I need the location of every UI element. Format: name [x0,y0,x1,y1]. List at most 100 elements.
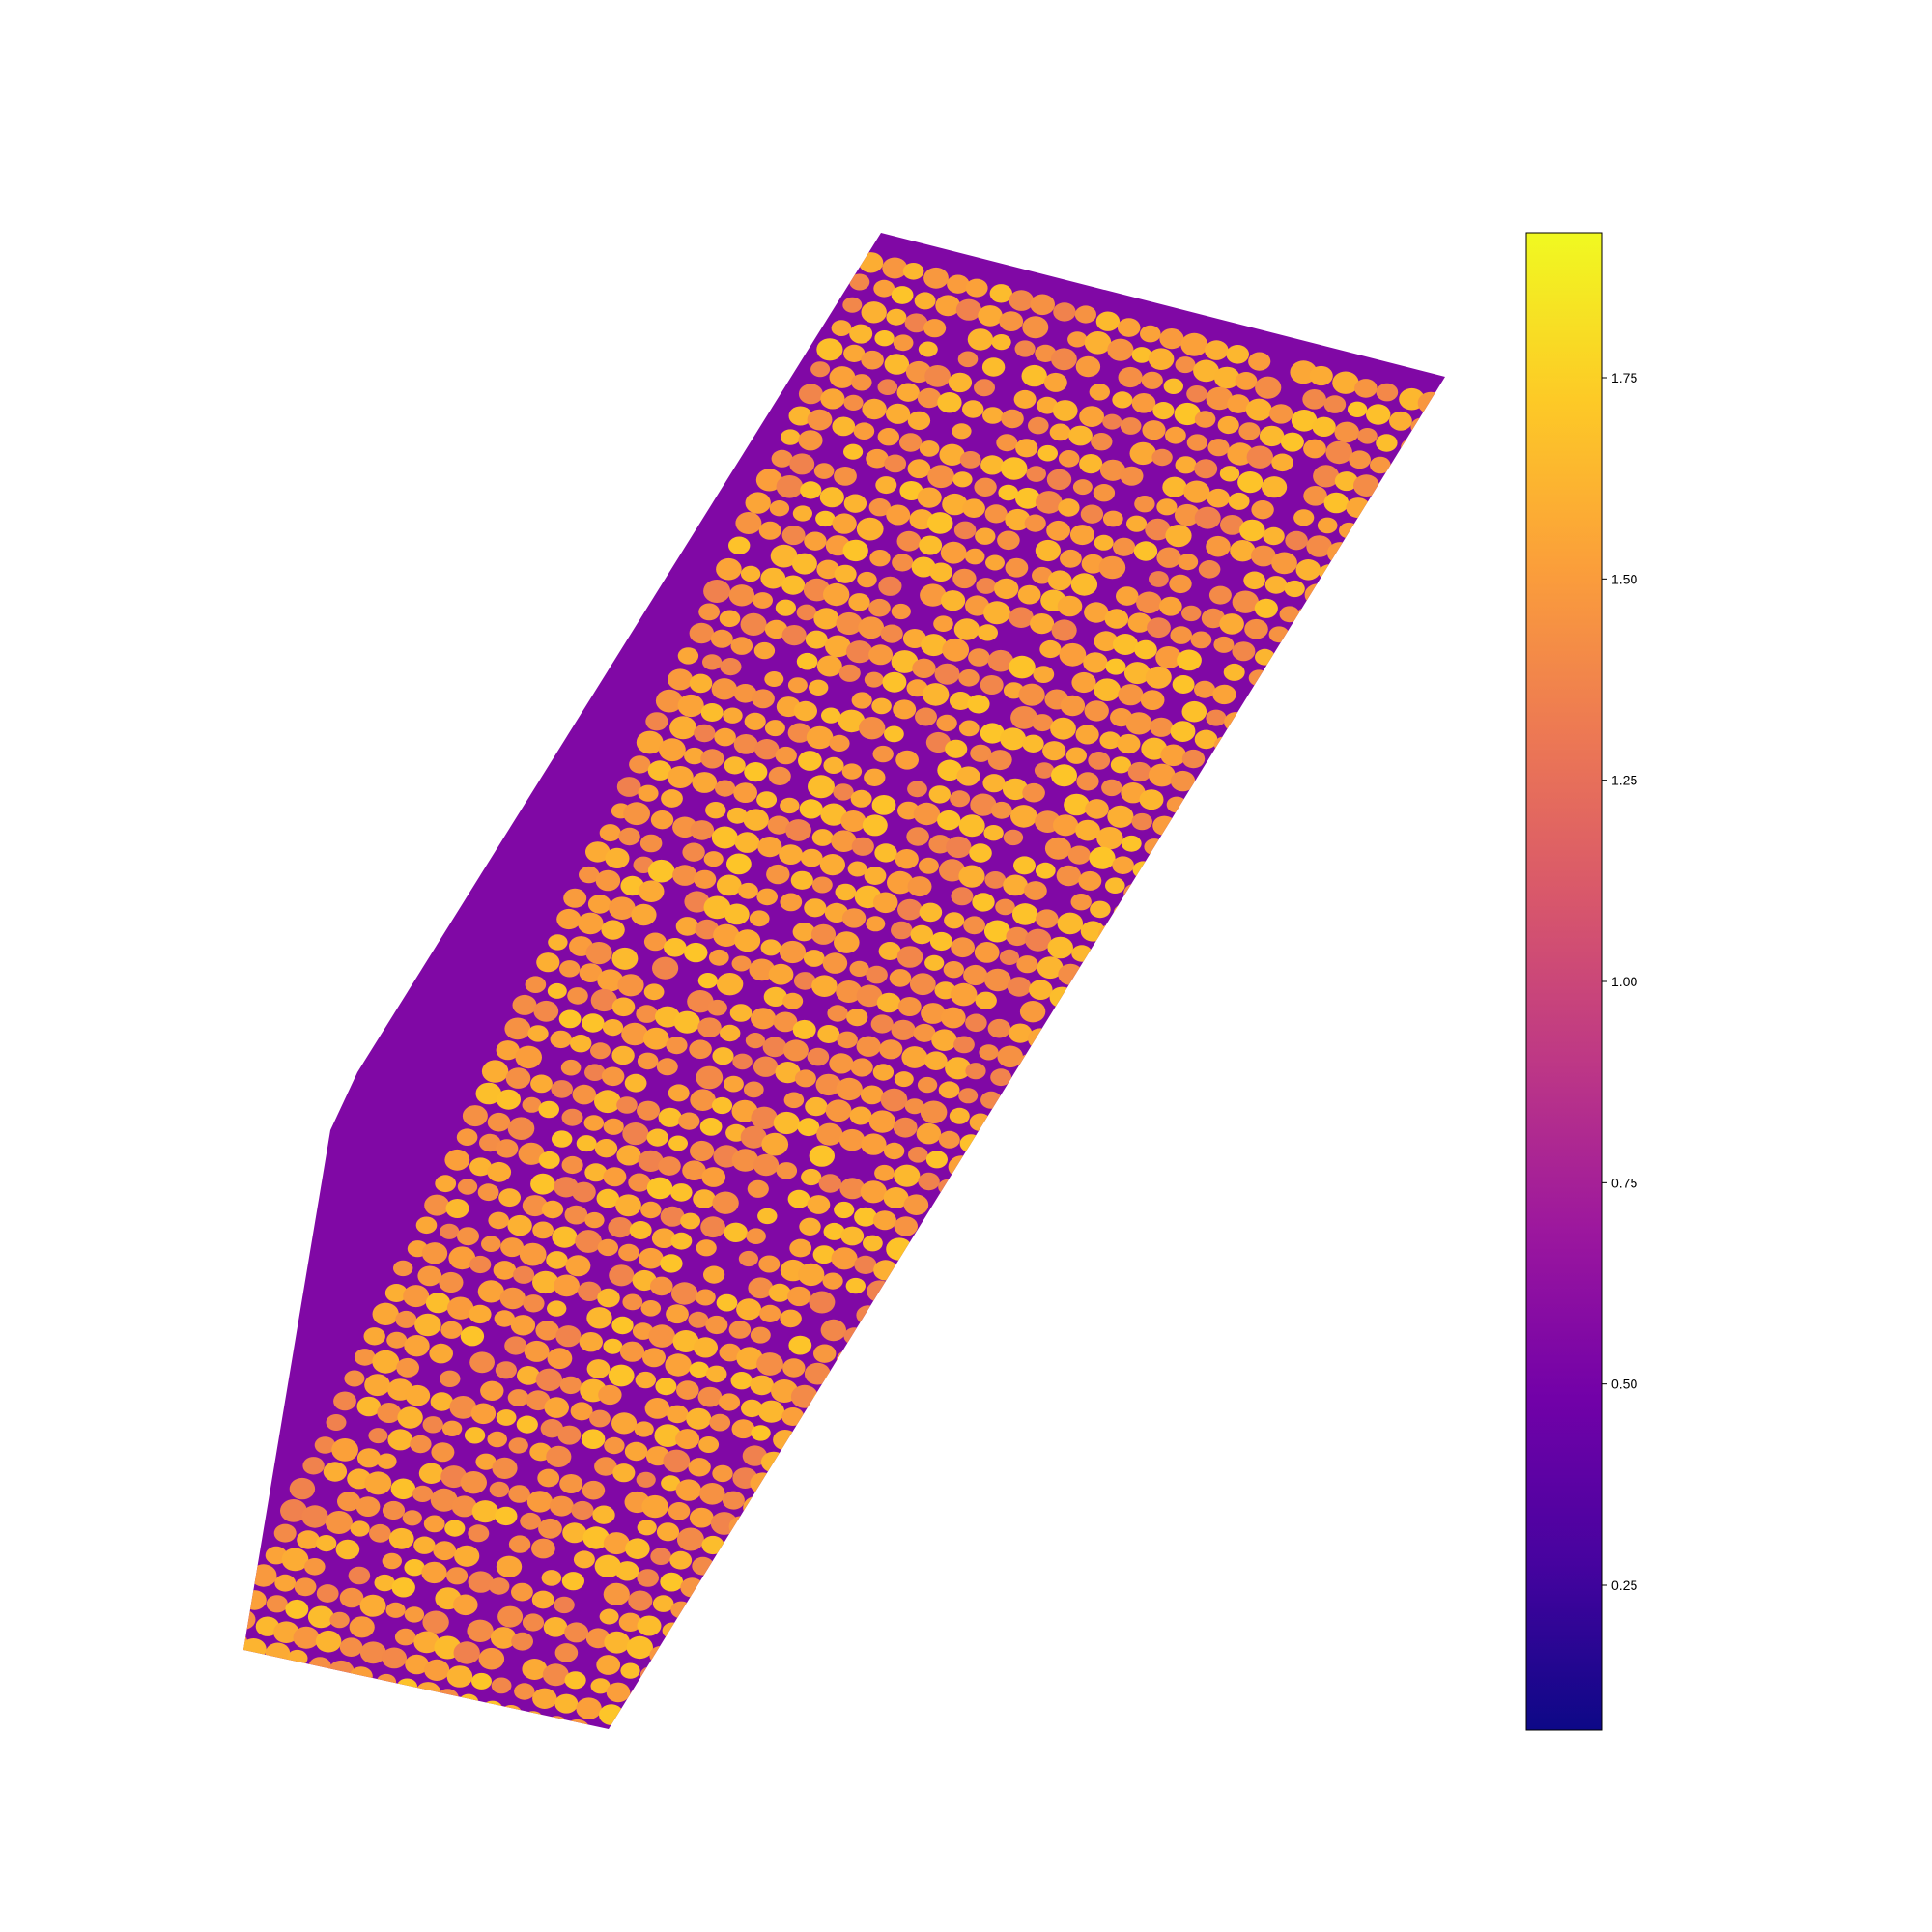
tree-crown [536,952,560,973]
tree-crown [638,784,659,802]
tree-crown [1064,793,1090,816]
tree-crown [751,1425,771,1441]
tree-crown [1084,331,1112,355]
tree-crown [952,1451,980,1475]
tree-crown [698,1436,720,1453]
tree-crown [823,582,850,607]
tree-crown [787,1555,810,1574]
tree-crown [1079,1190,1100,1208]
tree-crown [617,974,644,997]
tree-crown [496,1040,520,1061]
tree-crown [1089,949,1113,969]
tree-crown [832,416,856,437]
tree-crown [899,433,923,452]
tree-crown [396,1357,419,1378]
tree-crown [731,955,752,972]
tree-crown [829,1053,854,1074]
tree-crown [1291,410,1318,432]
tree-crown [650,1548,671,1565]
tree-crown [923,1517,948,1537]
tree-crown [760,567,786,589]
tree-crown [1025,928,1052,952]
tree-crown [585,841,611,863]
tree-crown [523,1711,544,1728]
tree-crown [913,1023,936,1042]
tree-crown [1295,559,1321,581]
tree-crown [1327,641,1353,663]
tree-crown [453,1594,478,1616]
tree-crown [776,1577,801,1599]
tree-crown [1339,620,1364,640]
tree-crown [836,1077,863,1101]
tree-crown [815,1073,841,1096]
tree-crown [974,379,995,397]
tree-crown [1071,671,1096,694]
tree-crown [728,584,755,607]
tree-crown [787,1286,811,1307]
tree-crown [994,578,1019,600]
tree-crown [849,1426,871,1444]
tree-crown [582,1526,610,1549]
tree-crown [1129,441,1156,466]
tree-crown [1248,352,1271,371]
tree-crown [660,1572,684,1592]
tree-crown [926,512,953,534]
tree-crown [796,604,817,621]
tree-crown [684,891,710,913]
tree-crown [1133,1008,1159,1031]
tree-crown [1280,704,1299,721]
tree-crown [1136,1057,1163,1081]
tree-crown [1040,1154,1065,1176]
tree-crown [1187,898,1210,918]
tree-crown [1347,401,1368,417]
tree-crown [729,1004,753,1022]
tree-crown [636,1005,658,1023]
tree-crown [594,1139,618,1158]
tree-crown [1075,819,1100,841]
tree-crown [806,1462,833,1485]
tree-crown [315,1630,342,1653]
tree-crown [1228,492,1250,510]
tree-crown [650,810,674,830]
tree-crown [1361,575,1387,597]
tree-crown [1304,583,1331,607]
tree-crown [983,825,1004,841]
tree-crown [1256,793,1281,814]
tree-crown [1317,517,1338,534]
tree-crown [655,1006,680,1028]
tree-crown [508,1437,528,1454]
tree-crown [804,531,827,551]
tree-crown [697,1017,722,1037]
tree-crown [1099,731,1122,750]
tree-crown [696,1239,717,1257]
tree-crown [843,344,866,362]
tree-crown [462,1105,488,1127]
tree-crown [907,876,932,897]
tree-crown [702,654,723,670]
tree-crown [581,1429,606,1449]
tree-crown [941,590,966,611]
tree-crown [1328,593,1350,612]
tree-crown [983,601,1010,625]
tree-crown [849,960,869,978]
tree-crown [1264,576,1288,594]
tree-crown [1120,417,1142,435]
tree-crown [586,1359,611,1378]
tree-crown [572,1181,596,1203]
tree-crown [796,652,818,670]
tree-crown [636,1471,656,1488]
tree-crown [554,1274,580,1297]
tree-crown [1194,506,1221,529]
tree-crown [1147,939,1168,956]
tree-crown [991,1169,1013,1186]
tree-crown [953,1036,975,1054]
tree-crown [387,1429,413,1451]
tree-crown [1118,366,1143,388]
tree-crown [1198,560,1221,579]
tree-crown [1155,646,1182,668]
tree-crown [561,1155,583,1175]
tree-crown [971,1309,997,1331]
tree-crown [787,1506,812,1527]
tree-crown [919,1369,943,1390]
tree-crown [297,1530,320,1549]
